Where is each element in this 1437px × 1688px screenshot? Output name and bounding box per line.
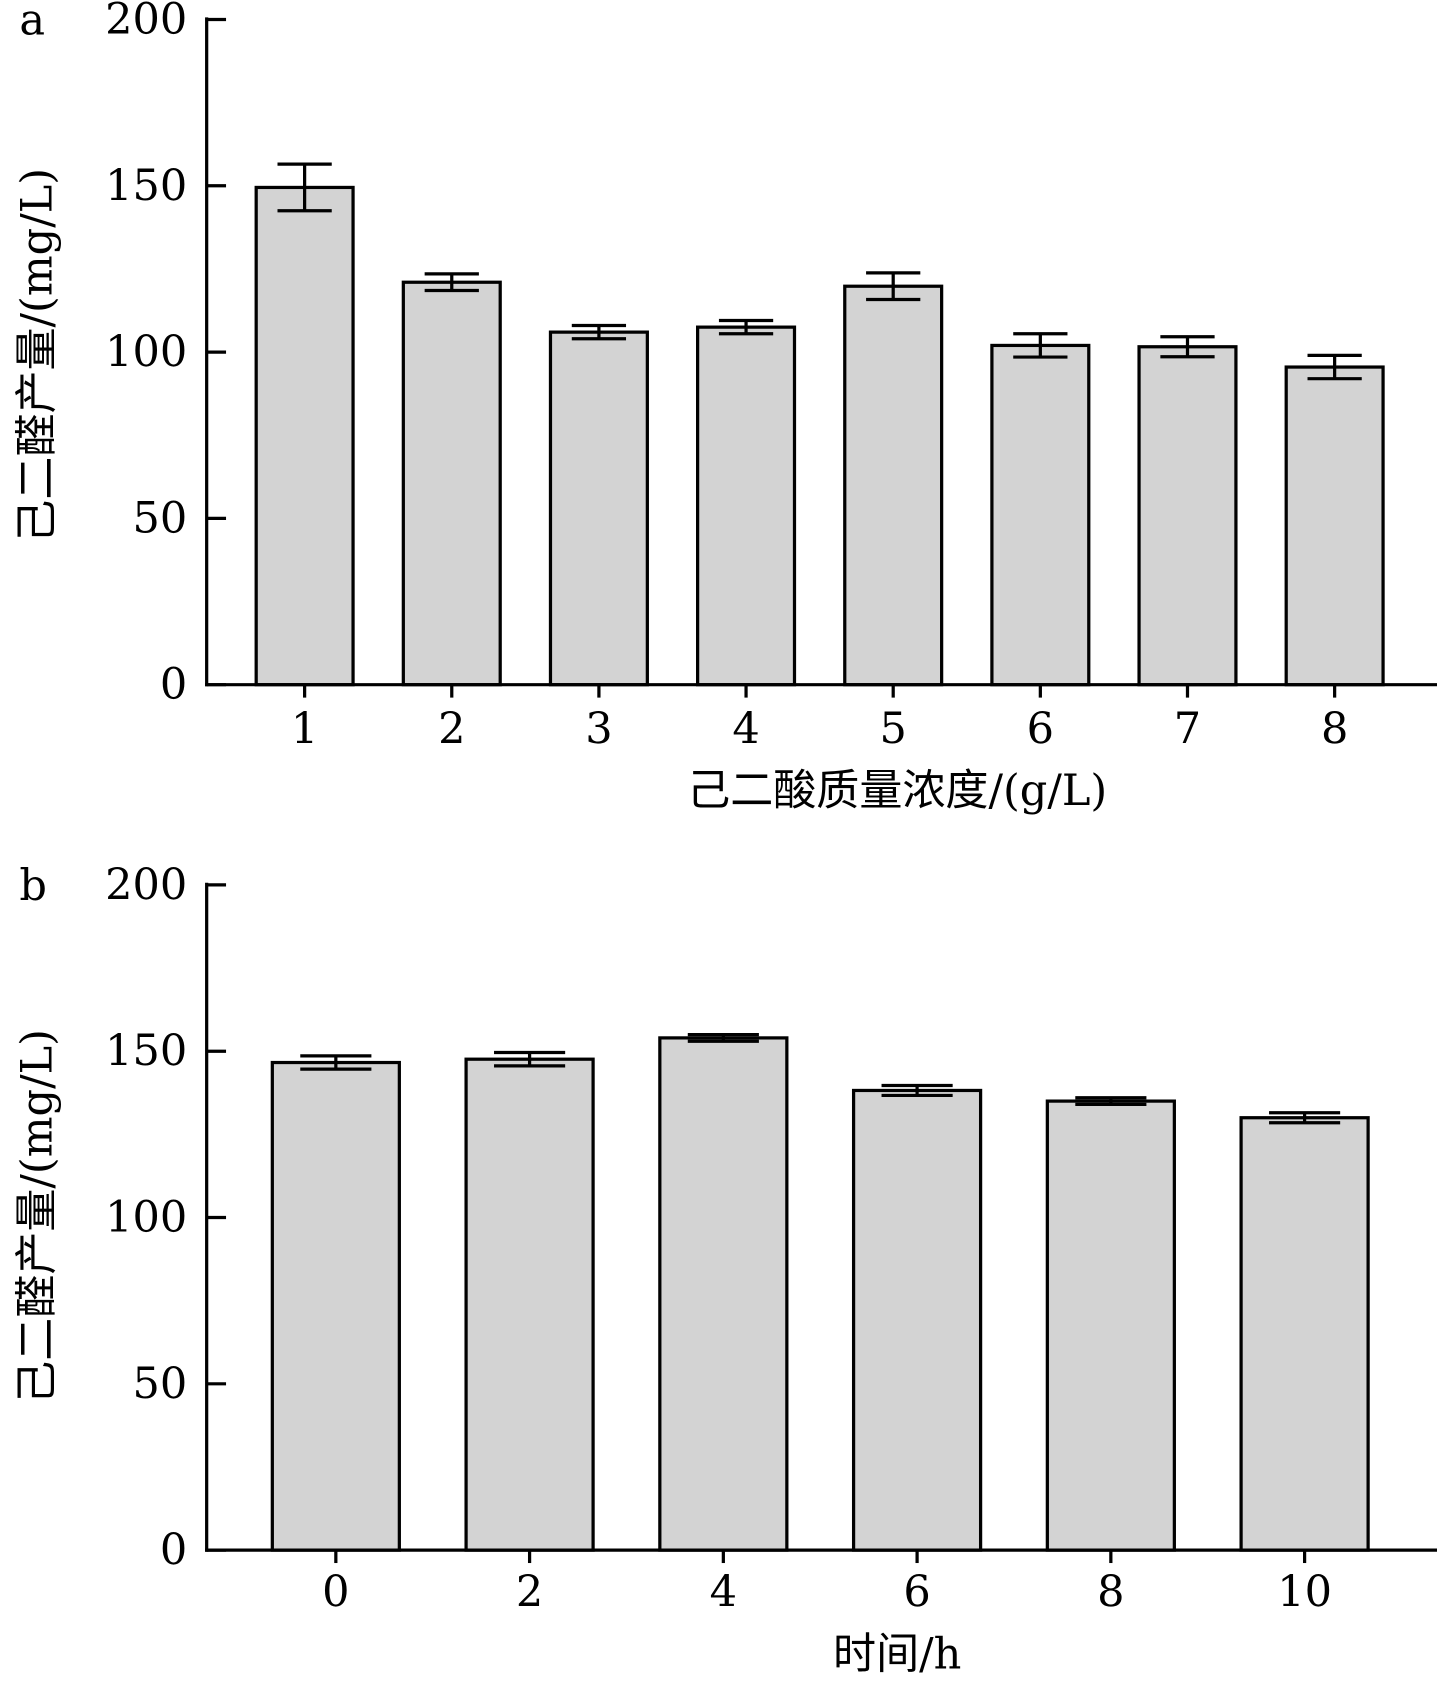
bar (1239, 1116, 1370, 1552)
x-tick-label: 4 (732, 704, 759, 754)
bar (696, 325, 797, 687)
y-tick-label: 0 (160, 1525, 187, 1575)
x-tick-label: 6 (1027, 704, 1054, 754)
x-tick-label: 8 (1097, 1567, 1124, 1617)
y-tick-label: 50 (133, 1359, 188, 1409)
bar (464, 1057, 595, 1552)
y-tick-label: 50 (133, 493, 188, 543)
bar (658, 1036, 789, 1552)
x-tick-label: 6 (903, 1567, 930, 1617)
y-tick-label: 150 (105, 161, 187, 211)
y-tick-label: 200 (105, 860, 187, 910)
bar (851, 1088, 983, 1552)
bar (1045, 1099, 1176, 1552)
bar (990, 343, 1091, 687)
x-tick-label: 10 (1277, 1567, 1332, 1617)
bar (843, 284, 944, 687)
x-axis-label: 己二酸质量浓度/(g/L) (687, 766, 1107, 816)
panel-a: a 1 2 3 4 5 6 7 8 0 50 100 150 200 己二醛产量/(mg/L) 己二酸质量浓度… (13, 0, 1437, 816)
bar (548, 330, 649, 687)
x-tick-label: 3 (585, 704, 612, 754)
x-tick-label: 0 (322, 1567, 349, 1617)
bar (254, 185, 355, 687)
bar (401, 280, 502, 687)
y-axis-label: 己二醛产量/(mg/L) (13, 168, 63, 543)
x-tick-label: 1 (291, 704, 318, 754)
x-tick-label: 2 (438, 704, 465, 754)
x-tick-label: 5 (880, 704, 907, 754)
y-tick-label: 150 (105, 1026, 187, 1076)
bar (1137, 345, 1238, 687)
x-tick-label: 8 (1321, 704, 1348, 754)
x-tick-label: 4 (710, 1567, 737, 1617)
x-axis-label: 时间/h (833, 1630, 961, 1680)
y-tick-label: 100 (105, 1193, 187, 1243)
y-tick-label: 200 (105, 0, 187, 44)
bar (270, 1060, 401, 1552)
panel-letter: a (19, 0, 45, 46)
y-axis-label: 己二醛产量/(mg/L) (13, 1029, 63, 1404)
bar (1284, 365, 1385, 687)
panel-letter: b (19, 861, 47, 911)
y-tick-label: 0 (160, 660, 187, 710)
y-tick-label: 100 (105, 327, 187, 377)
x-tick-label: 2 (516, 1567, 543, 1617)
x-tick-label: 7 (1174, 704, 1201, 754)
